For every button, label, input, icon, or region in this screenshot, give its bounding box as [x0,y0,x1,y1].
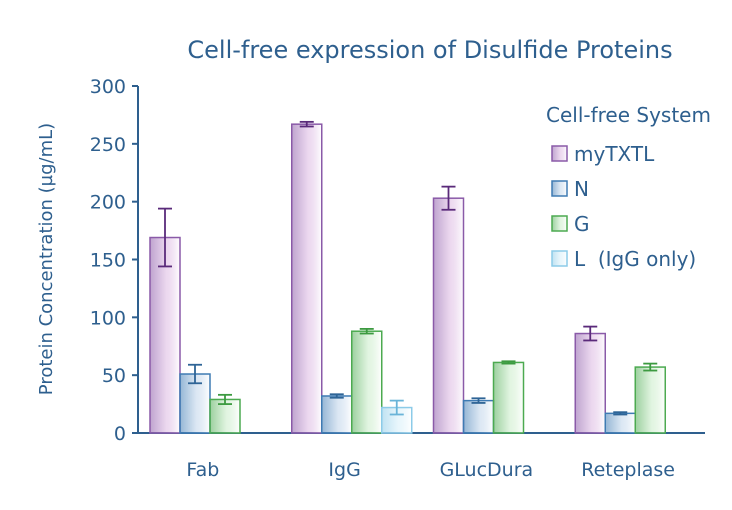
error-bar [501,360,516,365]
y-tick-label: 0 [114,423,126,445]
x-tick-label: Reteplase [581,459,675,481]
y-tick-label: 50 [102,365,126,387]
error-bar [299,120,314,128]
bar-n-igg [321,395,353,434]
error-bar [329,393,344,399]
bar-mytxtl-glucdura [432,197,465,434]
error-bar [188,363,202,385]
error-bar [471,397,486,404]
error-bar [441,185,456,211]
y-tick-label: 100 [90,307,126,329]
legend-label: myTXTL [574,142,655,166]
error-bar [613,411,628,416]
error-bar [218,393,232,405]
bar-g-fab [209,398,241,434]
bar-mytxtl-igg [291,123,323,434]
bar-n-glucdura [462,399,495,434]
y-axis-label: Protein Concentration (µg/mL) [36,123,57,395]
error-bar [158,207,172,268]
bar-n-reteplase [604,412,636,434]
x-tick-label: Fab [186,459,219,481]
y-tick-label: 150 [90,250,126,272]
legend-swatch [551,180,568,197]
legend-title: Cell-free System [546,103,711,127]
y-tick-label: 300 [90,76,126,98]
error-bar [359,327,374,335]
legend-swatch [551,215,568,232]
error-bar [643,362,658,372]
legend-label: N [574,177,589,201]
bar-mytxtl-reteplase [574,332,606,434]
x-tick-label: GLucDura [440,459,534,481]
bar-g-igg [351,330,383,434]
bar-g-glucdura [492,361,525,434]
y-tick-label: 200 [90,192,126,214]
legend-label: L (IgG only) [574,247,696,271]
legend: Cell-free System myTXTL NG L (IgG only) [546,103,711,271]
x-tick-label: IgG [328,459,360,481]
chart-title: Cell-free expression of Disulfide Protei… [187,36,672,64]
error-bar [583,325,598,342]
y-tick-label: 250 [90,134,126,156]
bar-g-reteplase [634,366,666,434]
legend-label: G [574,212,590,236]
legend-swatch [551,145,568,162]
error-bar [389,399,404,416]
bars: Fab IgG GLucDura Reteplase [149,120,675,481]
legend-swatch [551,250,568,267]
